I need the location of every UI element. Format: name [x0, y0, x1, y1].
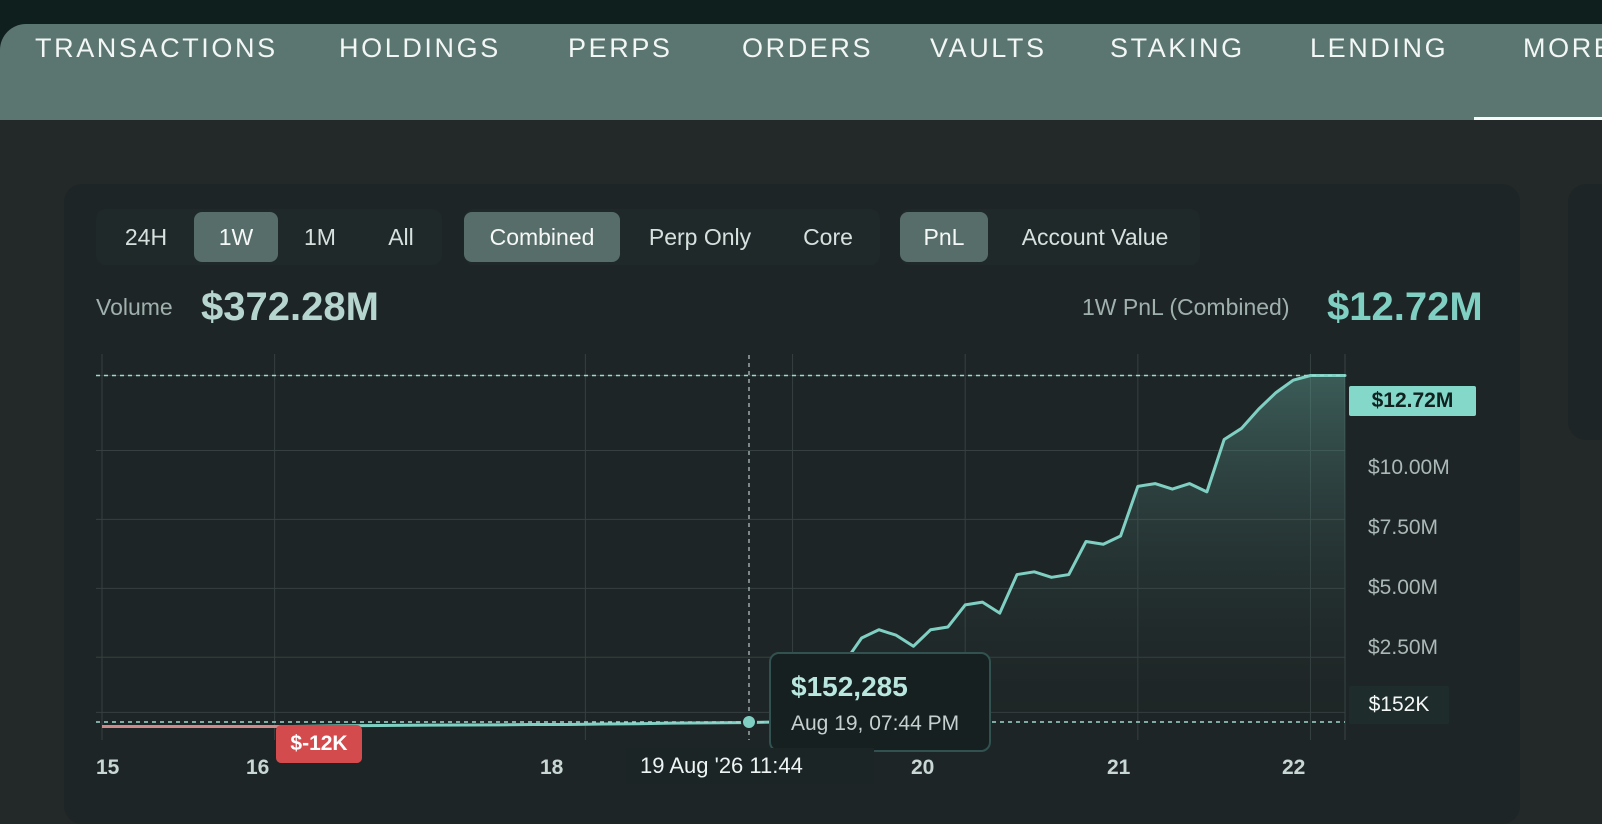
range-24h[interactable]: 24H [124, 224, 168, 250]
tab-staking[interactable]: STAKING [1110, 33, 1245, 63]
mode-core[interactable]: Core [803, 224, 853, 250]
tooltip-value: $152,285 [791, 671, 908, 702]
range-1w[interactable]: 1W [194, 212, 278, 262]
hover-tooltip: $152,285 Aug 19, 07:44 PM [769, 652, 991, 752]
range-all[interactable]: All [388, 224, 414, 250]
hover-point [741, 714, 757, 731]
current-value-badge: $152K [1349, 686, 1449, 724]
active-tab-underline [1474, 117, 1602, 121]
pnl-area-fill [102, 375, 1345, 727]
tab-orders[interactable]: ORDERS [742, 33, 874, 63]
y-tick-5-00m: $5.00M [1368, 576, 1439, 599]
portfolio-tabs [0, 24, 1602, 120]
x-tick-22: 22 [1282, 756, 1306, 779]
pnl-value: $12.72M [1327, 285, 1483, 329]
negative-pnl-badge: $-12K [276, 725, 362, 763]
tab-lending[interactable]: LENDING [1310, 33, 1449, 63]
y-tick-10-00m: $10.00M [1368, 456, 1450, 479]
tooltip-time: Aug 19, 07:44 PM [791, 712, 960, 735]
tab-vaults[interactable]: VAULTS [930, 33, 1047, 63]
y-tick-2-50m: $2.50M [1368, 636, 1439, 659]
x-tick-15: 15 [96, 756, 120, 779]
mode-perp-only[interactable]: Perp Only [648, 224, 752, 250]
metric-pnl[interactable]: PnL [900, 212, 988, 262]
volume-value: $372.28M [201, 285, 379, 329]
tab-holdings[interactable]: HOLDINGS [339, 33, 501, 63]
x-tick-20: 20 [911, 756, 935, 779]
metric-account-value[interactable]: Account Value [1021, 224, 1169, 250]
tab-more[interactable]: MORE [1523, 33, 1602, 63]
tab-transactions[interactable]: TRANSACTIONS [35, 33, 278, 63]
xaxis-hover-label: 19 Aug '26 11:44 [626, 748, 874, 784]
tab-perps[interactable]: PERPS [568, 33, 673, 63]
side-card [1568, 184, 1602, 440]
volume-label: Volume [96, 294, 173, 320]
pnl-label: 1W PnL (Combined) [1082, 294, 1290, 320]
mode-combined[interactable]: Combined [464, 212, 620, 262]
top-value-badge: $12.72M [1349, 386, 1476, 416]
x-tick-21: 21 [1107, 756, 1131, 779]
y-tick-7-50m: $7.50M [1368, 516, 1439, 539]
pnl-line [290, 374, 1347, 728]
x-tick-16: 16 [246, 756, 270, 779]
x-tick-18: 18 [540, 756, 564, 779]
range-1m[interactable]: 1M [304, 224, 336, 250]
